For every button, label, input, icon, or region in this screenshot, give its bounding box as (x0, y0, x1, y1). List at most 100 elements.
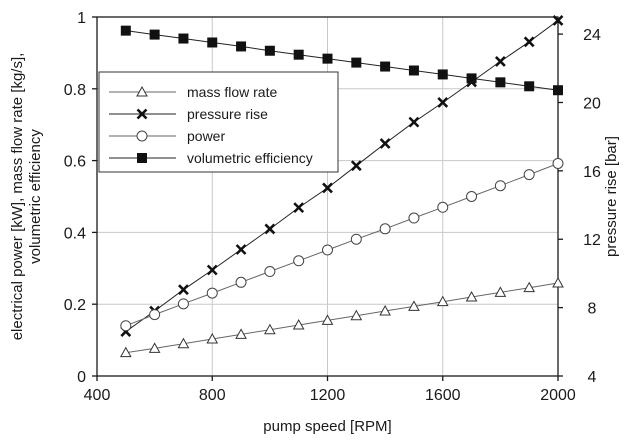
data-point (436, 295, 449, 307)
legend: mass flow rate pressure rise power volumetr… (98, 71, 339, 173)
data-point (494, 180, 506, 192)
data-point (466, 73, 477, 84)
data-point (408, 116, 420, 128)
legend-item: mass flow rate (109, 84, 277, 100)
y-right-tick-label: 12 (583, 232, 601, 249)
data-point (177, 298, 189, 310)
y-right-tick-label: 4 (588, 369, 597, 386)
data-point (408, 212, 420, 224)
y-right-tick-label: 16 (583, 164, 601, 181)
y-left-tick-label: 0.2 (64, 297, 86, 314)
data-point (264, 323, 276, 335)
data-point (178, 284, 189, 296)
data-point (264, 266, 276, 278)
x-tick-label: 2000 (540, 387, 576, 404)
axis-ticks: 400 800 1200 1600 2000 0 0.2 0.4 0.6 0.8 1 4 8 12 16 20… (64, 10, 601, 404)
y-left-axis-title-line-1: electrical power [kW], mass flow rate [k… (9, 53, 26, 341)
y-right-tick-label: 24 (583, 27, 601, 44)
data-point (494, 286, 507, 297)
data-point (235, 244, 247, 255)
legend-item: power (109, 128, 225, 144)
data-point-stroke-b (408, 116, 420, 128)
data-point (235, 328, 247, 339)
y-left-tick-label: 0 (77, 369, 86, 386)
data-point (552, 14, 564, 26)
data-point (206, 332, 219, 344)
data-point (119, 346, 132, 358)
series-volumetric-efficiency (120, 25, 563, 96)
data-point (466, 191, 478, 202)
data-point-stroke-b (235, 244, 247, 255)
data-point-stroke-b (523, 36, 535, 48)
data-point (552, 157, 564, 169)
legend-item: pressure rise (109, 106, 268, 122)
data-point-stroke-b (379, 138, 391, 149)
y-left-axis-title-line-2: volumetric efficiency (27, 129, 44, 264)
data-point (120, 25, 131, 36)
data-point (408, 300, 420, 311)
legend-marker (137, 153, 147, 163)
legend-marker (136, 130, 148, 142)
data-point (437, 69, 448, 80)
data-point (465, 290, 478, 302)
series-line (125, 282, 559, 354)
data-point-stroke-b (264, 223, 276, 235)
y-left-tick-label: 0.8 (64, 82, 86, 99)
data-point (149, 29, 160, 40)
data-point (379, 223, 391, 235)
legend-marker-stroke-b (136, 108, 148, 120)
y-right-tick-label: 20 (583, 95, 601, 112)
y-left-tick-label: 0.6 (64, 154, 86, 171)
data-point (264, 45, 275, 56)
data-point (206, 287, 218, 299)
data-point (379, 304, 391, 316)
legend-marker (136, 108, 148, 120)
data-point (523, 281, 536, 293)
y-right-axis-title: pressure rise [bar] (603, 136, 620, 257)
legend-label: volumetric efficiency (187, 150, 313, 166)
y-left-tick-label: 0.4 (64, 225, 86, 242)
data-point (292, 318, 305, 330)
data-point (350, 233, 362, 245)
data-point (524, 81, 535, 92)
data-point (321, 314, 334, 325)
data-point (523, 169, 535, 181)
series-line (125, 30, 559, 91)
legend-item: volumetric efficiency (109, 150, 313, 166)
data-point (351, 57, 362, 68)
data-point-stroke-b (293, 202, 305, 214)
series-mass-flow-rate (119, 276, 564, 358)
data-point (322, 244, 333, 256)
data-point (235, 276, 247, 288)
data-point (264, 223, 276, 235)
data-point (553, 85, 563, 96)
data-point (437, 201, 449, 213)
data-point (322, 182, 333, 194)
legend-label: pressure rise (187, 106, 268, 122)
data-point (293, 202, 305, 214)
legend-label: mass flow rate (187, 84, 277, 100)
x-tick-label: 800 (199, 387, 226, 404)
data-point-stroke-b (206, 264, 218, 276)
x-tick-label: 400 (84, 387, 111, 404)
data-point (148, 342, 161, 353)
x-tick-label: 1200 (310, 387, 346, 404)
data-point-stroke-b (178, 284, 189, 296)
data-point (552, 276, 564, 288)
data-point (293, 255, 305, 267)
data-point (523, 36, 535, 48)
data-point-stroke-b (494, 56, 506, 67)
data-point-stroke-b (350, 160, 362, 172)
data-point (350, 309, 363, 321)
data-point (350, 160, 362, 172)
data-point (322, 53, 333, 64)
y-right-tick-label: 8 (588, 301, 597, 318)
legend-marker (136, 85, 148, 97)
data-point (178, 33, 189, 44)
series-line (125, 163, 559, 327)
data-point (206, 264, 218, 276)
data-point (293, 49, 304, 60)
data-point (177, 337, 190, 349)
